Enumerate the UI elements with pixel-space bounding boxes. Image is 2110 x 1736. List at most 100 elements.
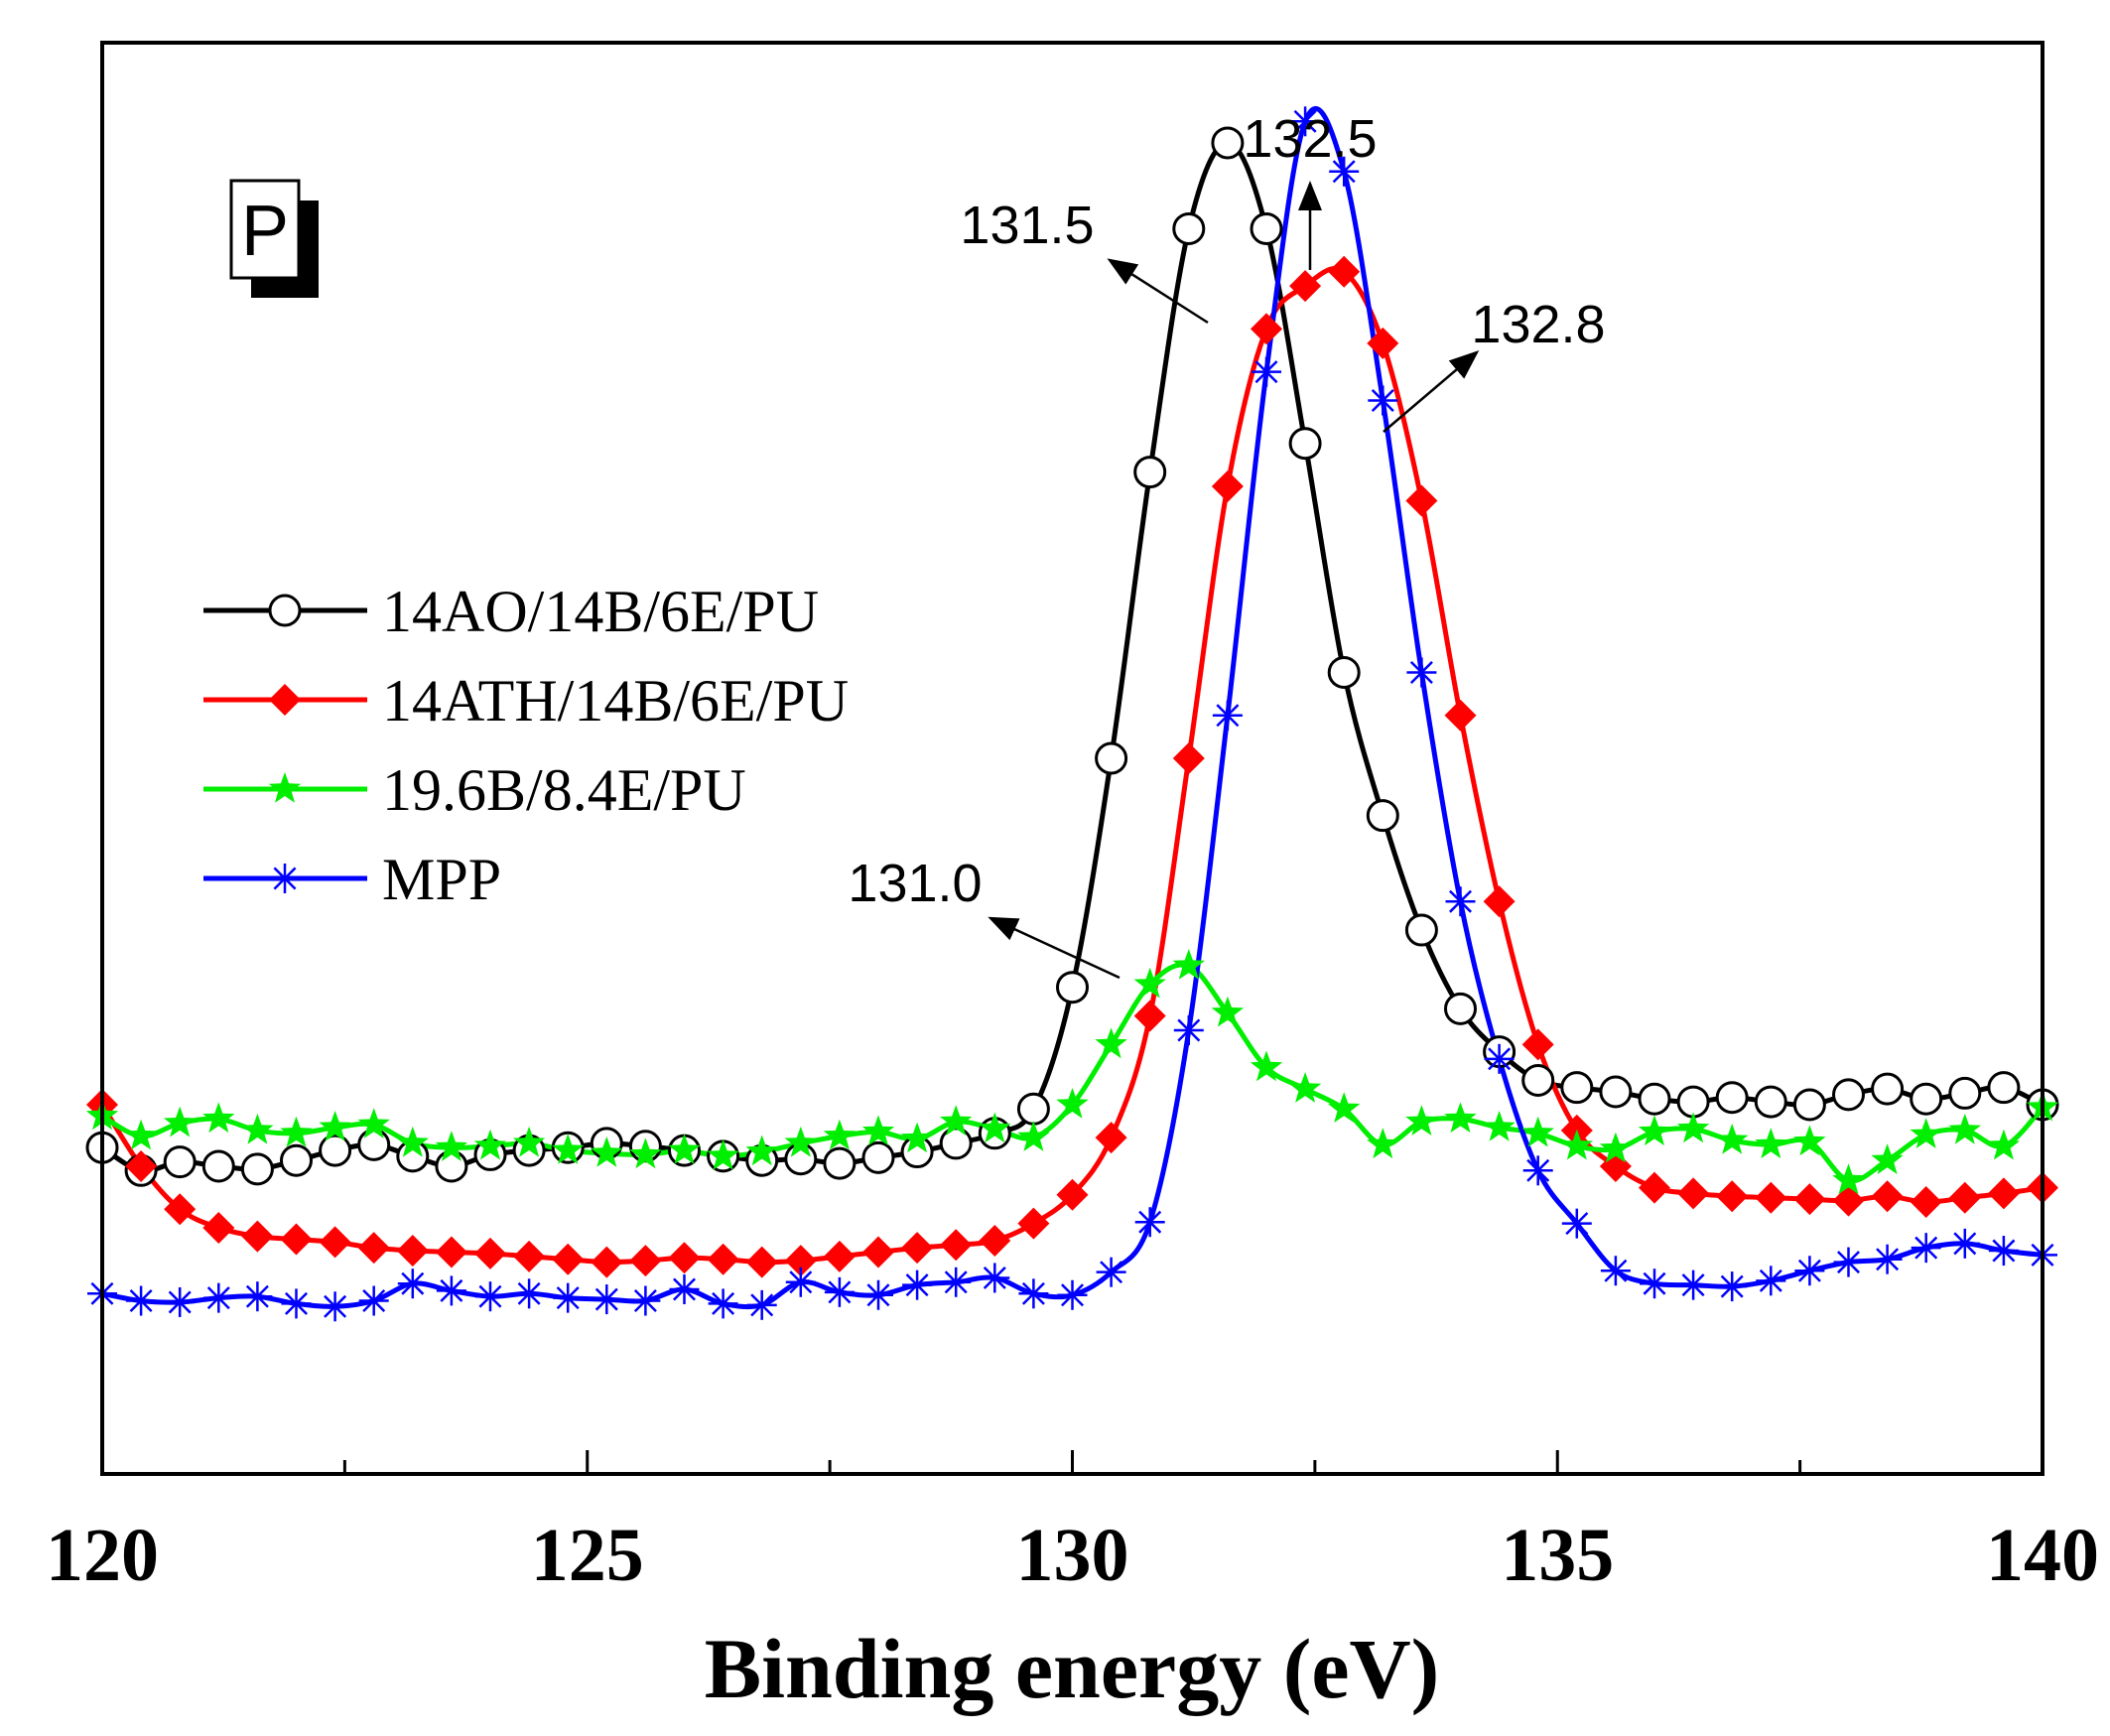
peak-annotation: 131.5 (960, 196, 1209, 325)
data-point (357, 1128, 391, 1161)
data-point (1560, 1129, 1593, 1160)
data-point (319, 1134, 352, 1167)
data-point (1987, 1177, 2020, 1210)
data-point (1561, 1208, 1592, 1239)
data-point (824, 1276, 855, 1307)
data-point (1599, 1075, 1633, 1109)
data-point (668, 1134, 701, 1164)
data-point (1133, 1000, 1166, 1032)
data-point (1133, 456, 1167, 489)
legend-marker (269, 684, 301, 716)
data-point (591, 1246, 623, 1278)
data-point (1600, 1256, 1631, 1286)
data-point (1871, 1143, 1904, 1174)
data-point (1911, 1233, 1941, 1264)
data-point (473, 1129, 507, 1160)
data-point (784, 1126, 817, 1157)
data-point (124, 1119, 158, 1150)
annotation-label: 131.0 (848, 854, 982, 913)
data-point (396, 1126, 429, 1157)
legend-label: 14AO/14B/6E/PU (382, 579, 819, 644)
peak-annotations: 131.5 132.5 132.8 131.0 (848, 109, 1606, 980)
data-point (358, 1285, 389, 1316)
data-point (1405, 484, 1438, 517)
data-point (707, 1138, 739, 1170)
data-point (475, 1281, 505, 1312)
data-point (1948, 1181, 1981, 1214)
data-point (591, 1136, 623, 1167)
data-point (553, 1282, 584, 1313)
peak-annotation: 131.0 (848, 854, 1121, 980)
data-point (280, 1223, 313, 1256)
series-line-0 (100, 140, 2044, 1174)
data-point (708, 1288, 738, 1319)
data-point (629, 1245, 662, 1277)
legend-label: 19.6B/8.4E/PU (382, 757, 746, 823)
data-point (319, 1226, 351, 1259)
data-point (1793, 1183, 1826, 1216)
data-point (784, 1245, 817, 1277)
data-point (1211, 126, 1245, 160)
data-point (552, 1243, 585, 1275)
data-point (902, 1269, 933, 1300)
data-point (1483, 1111, 1516, 1141)
data-point (242, 1281, 273, 1312)
data-point (241, 1220, 274, 1253)
data-point (125, 1149, 158, 1182)
data-point (552, 1134, 585, 1164)
data-point (1987, 1071, 2021, 1105)
data-point (1328, 255, 1361, 288)
data-point (1871, 1180, 1904, 1213)
data-point (1716, 1124, 1749, 1154)
data-point (357, 1108, 390, 1138)
data-point (1327, 655, 1361, 689)
data-point (435, 1236, 467, 1269)
data-point (202, 1102, 235, 1134)
data-point (823, 1119, 857, 1150)
data-point (1678, 1269, 1709, 1300)
data-point (1288, 427, 1322, 461)
data-point (1444, 992, 1477, 1025)
data-point (1018, 1278, 1049, 1309)
data-point (1948, 1076, 1982, 1110)
data-point (1755, 1181, 1787, 1214)
legend-item: MPP (203, 847, 501, 912)
legend-item: 19.6B/8.4E/PU (203, 757, 746, 823)
annotation-arrow (1383, 350, 1480, 433)
data-point (1521, 1028, 1554, 1061)
data-point (1521, 1116, 1554, 1147)
data-point (1056, 1178, 1089, 1211)
data-point (320, 1291, 350, 1322)
data-point (241, 1113, 274, 1144)
legend-item: 14ATH/14B/6E/PU (203, 668, 849, 734)
data-point (941, 1267, 972, 1297)
data-point (1251, 313, 1282, 345)
panel-label: P (229, 179, 319, 298)
data-point (1172, 742, 1205, 774)
legend: 14AO/14B/6E/PU 14ATH/14B/6E/PU 19.6B/8.4E/… (203, 579, 849, 912)
data-point (1639, 1171, 1670, 1204)
data-point (1328, 1092, 1361, 1123)
data-point (1755, 1128, 1787, 1159)
data-point (1096, 1257, 1126, 1287)
panel-label-box (229, 179, 301, 280)
data-point (1832, 1184, 1865, 1217)
data-point (1522, 1155, 1553, 1186)
data-point (240, 1152, 274, 1186)
data-point (1016, 1092, 1050, 1126)
data-point (1250, 1050, 1283, 1082)
data-point (163, 1145, 197, 1179)
annotation-arrow (988, 916, 1121, 980)
plot-markers (85, 106, 2059, 1322)
data-point (1290, 106, 1321, 137)
data-point (592, 1284, 622, 1315)
x-tick-label: 140 (1986, 1514, 2099, 1597)
data-point (1483, 885, 1516, 918)
data-point (1405, 1105, 1438, 1135)
data-point (979, 1224, 1011, 1257)
data-point (357, 1232, 390, 1265)
data-point (1871, 1072, 1905, 1106)
panel-label-text: P (241, 192, 289, 271)
data-point (861, 1115, 895, 1146)
data-point (939, 1127, 973, 1160)
